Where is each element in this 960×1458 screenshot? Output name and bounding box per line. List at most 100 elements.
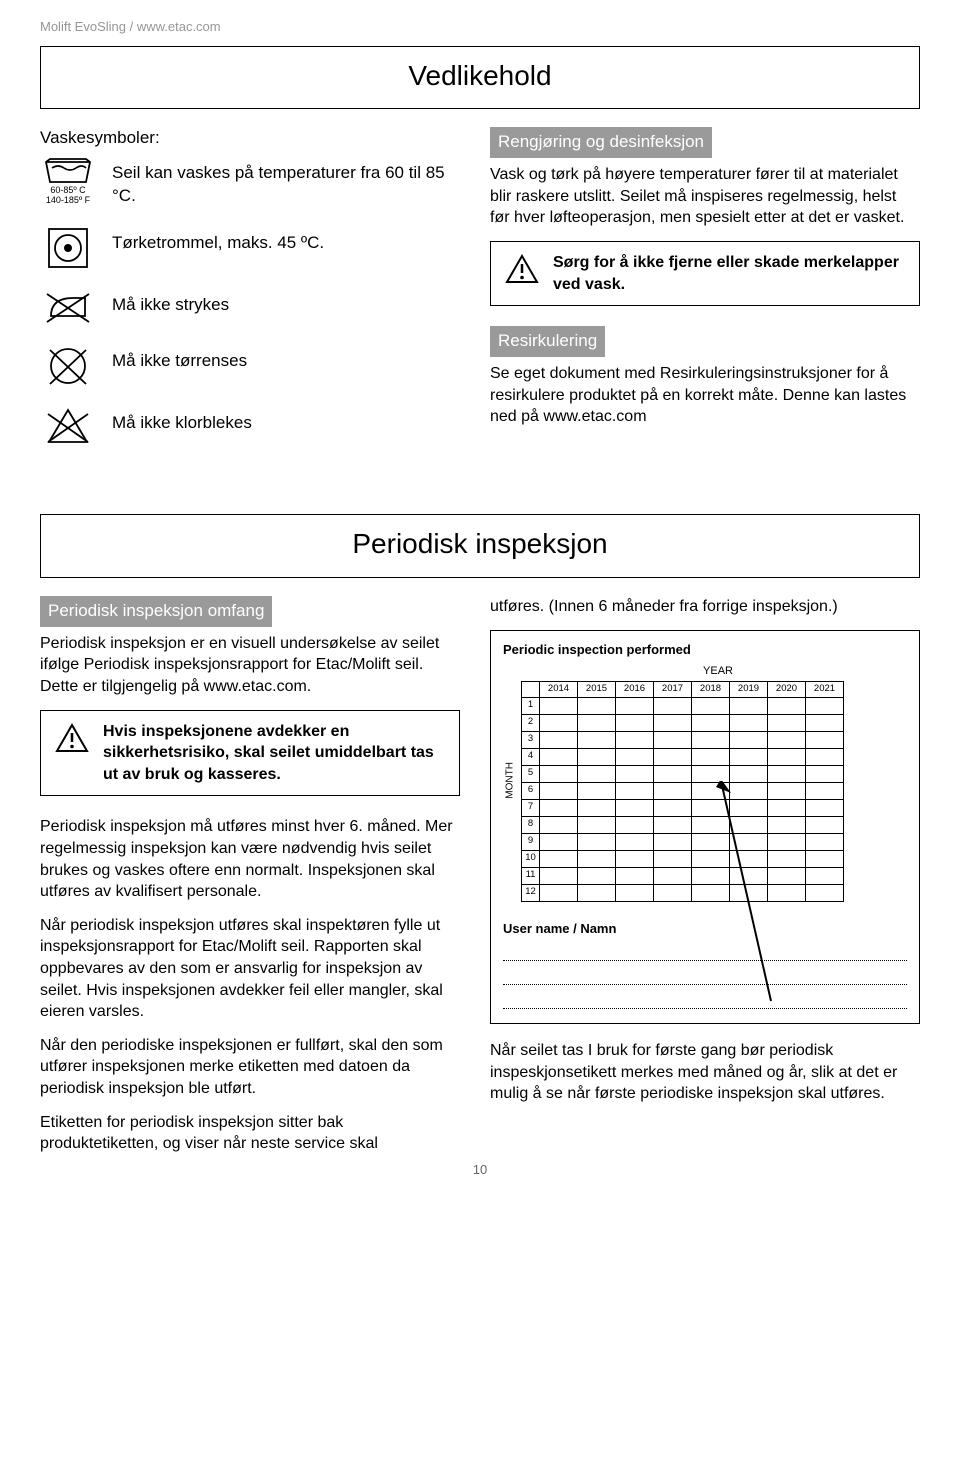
grid-cell (806, 816, 844, 833)
grid-cell (616, 731, 654, 748)
grid-cell (578, 697, 616, 714)
month-label: MONTH (503, 784, 517, 798)
month-header: 6 (522, 782, 540, 799)
grid-cell (692, 867, 730, 884)
grid-cell (578, 867, 616, 884)
grid-cell (692, 816, 730, 833)
grid-cell (692, 833, 730, 850)
grid-cell (806, 697, 844, 714)
warning-icon (55, 723, 89, 753)
grid-cell (540, 714, 578, 731)
inspection-card-title: Periodic inspection performed (503, 641, 907, 659)
grid-cell (768, 765, 806, 782)
grid-cell (616, 799, 654, 816)
grid-cell (578, 731, 616, 748)
grid-cell (806, 748, 844, 765)
grid-cell (768, 850, 806, 867)
grid-cell (654, 782, 692, 799)
wash-text: Må ikke tørrenses (112, 344, 247, 373)
inspection-left-column: Periodisk inspeksjon omfang Periodisk in… (40, 596, 460, 1155)
month-header: 5 (522, 765, 540, 782)
inspection-card: Periodic inspection performed YEAR MONTH… (490, 630, 920, 1025)
month-header: 7 (522, 799, 540, 816)
warning-text: Hvis inspeksjonene avdekker en sikkerhet… (103, 721, 445, 786)
grid-cell (540, 748, 578, 765)
grid-cell (730, 833, 768, 850)
grid-cell (806, 765, 844, 782)
grid-cell (730, 850, 768, 867)
page-header: Molift EvoSling / www.etac.com (40, 18, 920, 36)
cleaning-tab: Rengjøring og desinfeksjon (490, 127, 712, 158)
dotted-line (503, 965, 907, 985)
grid-cell (578, 799, 616, 816)
inspection-p4: Når den periodiske inspeksjonen er fullf… (40, 1035, 460, 1100)
inspection-right-top: utføres. (Innen 6 måneder fra forrige in… (490, 596, 920, 618)
cleaning-text: Vask og tørk på høyere temperaturer føre… (490, 164, 920, 229)
grid-cell (616, 765, 654, 782)
recycle-tab: Resirkulering (490, 326, 605, 357)
wash-symbols-column: Vaskesymboler: 60-85º C 140-185º F Seil … (40, 127, 460, 464)
grid-cell (806, 833, 844, 850)
wash-text: Seil kan vaskes på temperaturer fra 60 t… (112, 156, 460, 208)
inspection-bottom-text: Når seilet tas I bruk for første gang bø… (490, 1040, 920, 1105)
grid-cell (768, 799, 806, 816)
grid-cell (616, 782, 654, 799)
grid-cell (578, 850, 616, 867)
grid-cell (730, 799, 768, 816)
grid-cell (730, 748, 768, 765)
warning-box: Sørg for å ikke fjerne eller skade merke… (490, 241, 920, 306)
wash-label: Vaskesymboler: (40, 127, 460, 150)
year-header: 2016 (616, 681, 654, 697)
month-header: 11 (522, 867, 540, 884)
grid-cell (730, 697, 768, 714)
grid-cell (654, 765, 692, 782)
inspection-right-column: utføres. (Innen 6 måneder fra forrige in… (490, 596, 920, 1155)
warning-box: Hvis inspeksjonene avdekker en sikkerhet… (40, 710, 460, 797)
grid-cell (616, 748, 654, 765)
no-dryclean-icon (40, 344, 96, 388)
grid-cell (768, 884, 806, 901)
grid-cell (578, 782, 616, 799)
grid-cell (806, 714, 844, 731)
grid-cell (540, 765, 578, 782)
grid-cell (768, 697, 806, 714)
scope-tab: Periodisk inspeksjon omfang (40, 596, 272, 627)
grid-cell (616, 833, 654, 850)
grid-cell (768, 816, 806, 833)
wash-text: Må ikke klorblekes (112, 406, 252, 435)
grid-cell (540, 731, 578, 748)
grid-cell (654, 833, 692, 850)
month-header: 2 (522, 714, 540, 731)
grid-cell (768, 782, 806, 799)
grid-cell (540, 867, 578, 884)
year-header: 2017 (654, 681, 692, 697)
grid-cell (730, 816, 768, 833)
grid-cell (730, 782, 768, 799)
grid-cell (730, 714, 768, 731)
grid-cell (692, 714, 730, 731)
wash-text: Må ikke strykes (112, 288, 229, 317)
grid-cell (768, 748, 806, 765)
inspection-p1: Periodisk inspeksjon er en visuell under… (40, 633, 460, 698)
grid-cell (616, 850, 654, 867)
year-header: 2021 (806, 681, 844, 697)
grid-cell (654, 697, 692, 714)
grid-cell (616, 867, 654, 884)
grid-cell (654, 816, 692, 833)
grid-cell (616, 714, 654, 731)
grid-cell (654, 714, 692, 731)
inspection-p3: Når periodisk inspeksjon utføres skal in… (40, 915, 460, 1023)
year-label: YEAR (529, 664, 907, 679)
month-header: 12 (522, 884, 540, 901)
grid-cell (540, 782, 578, 799)
wash-row: 60-85º C 140-185º F Seil kan vaskes på t… (40, 156, 460, 208)
grid-cell (578, 816, 616, 833)
grid-cell (654, 799, 692, 816)
wash-row: Må ikke tørrenses (40, 344, 460, 388)
wash-row: Må ikke klorblekes (40, 406, 460, 446)
grid-cell (768, 833, 806, 850)
grid-cell (540, 799, 578, 816)
inspection-p5: Etiketten for periodisk inspeksjon sitte… (40, 1112, 460, 1155)
tumble-dry-icon (40, 226, 96, 270)
grid-cell (692, 748, 730, 765)
